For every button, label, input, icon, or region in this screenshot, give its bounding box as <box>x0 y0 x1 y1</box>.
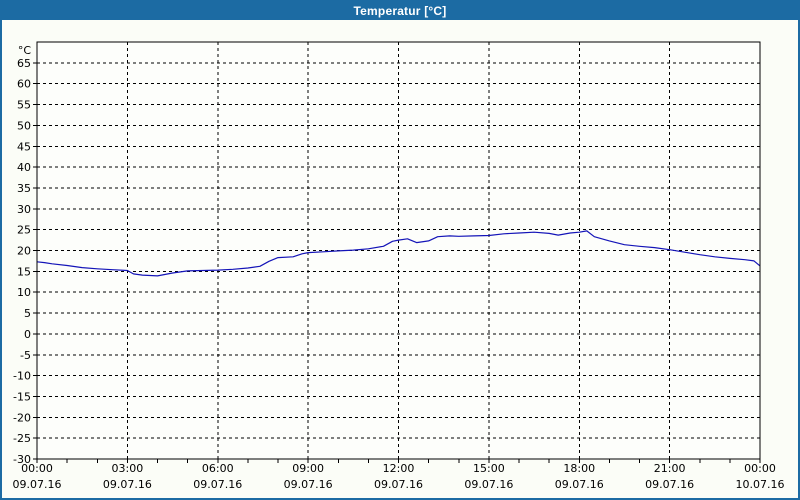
temperature-series-line <box>36 230 761 277</box>
x-tick-date-label: 09.07.16 <box>374 478 423 491</box>
y-tick-label: 0 <box>24 328 31 341</box>
y-tick-label: 15 <box>17 265 31 278</box>
x-tick-date-label: 10.07.16 <box>736 478 785 491</box>
y-tick-label: -10 <box>13 370 31 383</box>
y-tick-label: -25 <box>13 432 31 445</box>
x-tick-time-label: 06:00 <box>202 462 234 475</box>
x-tick-time-label: 12:00 <box>383 462 415 475</box>
x-tick-date-label: 09.07.16 <box>284 478 333 491</box>
y-tick-label: -30 <box>13 453 31 466</box>
y-tick-label: 25 <box>17 224 31 237</box>
x-tick-date-label: 09.07.16 <box>464 478 513 491</box>
y-tick-label: 40 <box>17 161 31 174</box>
y-tick-label: 20 <box>17 245 31 258</box>
y-tick-label: 65 <box>17 57 31 70</box>
y-tick-label: 50 <box>17 119 31 132</box>
y-tick-label: 45 <box>17 140 31 153</box>
x-tick-time-label: 00:00 <box>744 462 776 475</box>
y-axis-unit-label: °C <box>18 44 32 57</box>
y-tick-label: 30 <box>17 203 31 216</box>
y-tick-label: -15 <box>13 390 31 403</box>
x-tick-time-label: 09:00 <box>292 462 324 475</box>
x-tick-date-label: 09.07.16 <box>645 478 694 491</box>
y-tick-label: 10 <box>17 286 31 299</box>
x-tick-time-label: 00:00 <box>21 462 53 475</box>
x-tick-time-label: 15:00 <box>473 462 505 475</box>
y-tick-label: -20 <box>13 411 31 424</box>
temperature-chart: 65605550454035302520151050-5-10-15-20-25… <box>13 41 785 491</box>
y-tick-label: 60 <box>17 78 31 91</box>
y-tick-label: 5 <box>24 307 31 320</box>
plot-border <box>36 41 761 460</box>
window-title: Temperatur [°C] <box>353 4 447 18</box>
y-tick-label: -5 <box>20 349 31 362</box>
chart-area: 65 60 55 50 45 40 35 30 25 20 15 10 5 0 -5 -10 -15 -20 -25… <box>2 20 798 498</box>
x-tick-time-label: 21:00 <box>654 462 686 475</box>
x-tick-date-label: 09.07.16 <box>193 478 242 491</box>
x-tick-time-label: 18:00 <box>563 462 595 475</box>
y-tick-label: 55 <box>17 99 31 112</box>
x-tick-time-label: 03:00 <box>112 462 144 475</box>
x-tick-date-label: 09.07.16 <box>13 478 62 491</box>
x-tick-date-label: 09.07.16 <box>103 478 152 491</box>
y-tick-label: 35 <box>17 182 31 195</box>
window-titlebar[interactable]: Temperatur [°C] <box>2 2 798 20</box>
x-tick-date-label: 09.07.16 <box>555 478 604 491</box>
